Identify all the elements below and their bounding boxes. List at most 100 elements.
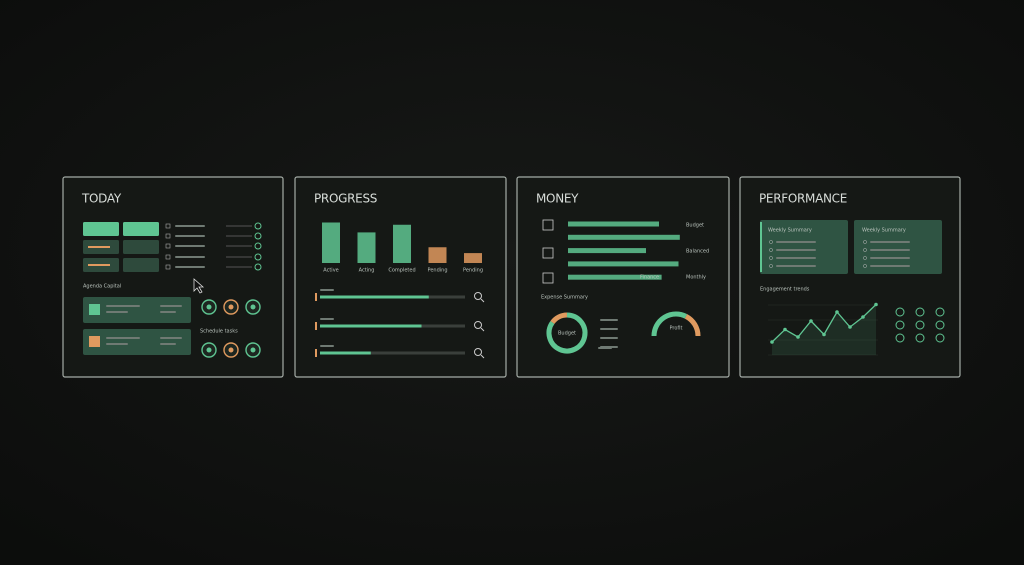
- text-line: [600, 337, 618, 339]
- trend-point: [783, 327, 787, 332]
- search-handle: [480, 354, 485, 359]
- task-button[interactable]: [123, 258, 159, 272]
- bar: [428, 247, 447, 263]
- task-button[interactable]: [123, 222, 159, 236]
- check[interactable]: [254, 253, 262, 261]
- checkbox: [165, 264, 171, 270]
- money-bar: [568, 261, 679, 267]
- bar-label: Completed: [388, 268, 415, 274]
- money-bar: [568, 248, 646, 254]
- search-icon[interactable]: [474, 321, 482, 329]
- cursor: [193, 278, 205, 294]
- bullet: [863, 264, 867, 268]
- money-icon: [542, 219, 554, 231]
- gauge-fill: [546, 312, 588, 354]
- check[interactable]: [254, 222, 262, 230]
- track: [320, 351, 465, 355]
- track-marker: [315, 349, 317, 357]
- section-label: Expense Summary: [541, 295, 588, 301]
- text-line: [870, 241, 910, 243]
- text-line: [320, 289, 334, 291]
- icon-button[interactable]: [935, 320, 945, 330]
- bar: [322, 222, 340, 263]
- icon-button[interactable]: [935, 333, 945, 343]
- icon-button[interactable]: [935, 307, 945, 317]
- checkbox: [165, 243, 171, 249]
- panel-title: PERFORMANCE: [759, 192, 847, 206]
- trend-point: [770, 340, 774, 344]
- bar: [393, 224, 411, 263]
- icon-button[interactable]: [915, 320, 925, 330]
- bar-label: Pending: [428, 268, 448, 274]
- text-line: [776, 249, 816, 251]
- card-title: Weekly Summary: [862, 228, 906, 234]
- section-label: Agenda Capital: [83, 284, 121, 290]
- bullet: [863, 240, 867, 244]
- checkbox: [165, 223, 171, 229]
- icon-button[interactable]: [895, 333, 905, 343]
- summary-card[interactable]: [760, 220, 848, 274]
- card-icon: [89, 304, 100, 315]
- icon-dot: [228, 304, 234, 310]
- money-bar: [568, 274, 662, 280]
- bar-label: Active: [323, 268, 338, 274]
- text-line: [870, 265, 910, 267]
- text-line: [160, 343, 176, 345]
- check[interactable]: [254, 232, 262, 240]
- check[interactable]: [254, 263, 262, 271]
- progress-dot: [88, 264, 110, 266]
- search-icon[interactable]: [474, 292, 482, 300]
- money-bar: [568, 234, 680, 240]
- text-line: [776, 257, 816, 259]
- icon-button[interactable]: [895, 307, 905, 317]
- gauge-rest: [684, 314, 701, 337]
- icon-dot: [250, 347, 256, 353]
- icon-dot: [250, 304, 256, 310]
- text-line: [776, 265, 816, 267]
- card-accent: [760, 222, 762, 272]
- icon-dot: [228, 347, 234, 353]
- text-line: [776, 241, 816, 243]
- money-label: Budget: [686, 223, 704, 229]
- bullet: [863, 256, 867, 260]
- money-icon: [542, 247, 554, 259]
- text-line: [598, 347, 612, 349]
- text-line: [175, 266, 205, 268]
- card[interactable]: [83, 329, 191, 355]
- icon-button[interactable]: [915, 333, 925, 343]
- text-line: [870, 257, 910, 259]
- task-button[interactable]: [123, 240, 159, 254]
- track-fill: [320, 324, 422, 328]
- icon-button[interactable]: [895, 320, 905, 330]
- search-icon[interactable]: [474, 348, 482, 356]
- summary-card[interactable]: [854, 220, 942, 274]
- money-label: Balanced: [686, 249, 709, 255]
- text-line: [320, 345, 334, 347]
- task-button[interactable]: [83, 222, 119, 236]
- track-fill: [320, 295, 429, 299]
- trend-point: [848, 325, 852, 329]
- text-line: [106, 305, 140, 307]
- bullet: [769, 240, 773, 244]
- icon-dot: [206, 347, 212, 353]
- trend-point: [809, 319, 813, 323]
- bullet: [863, 248, 867, 252]
- icon-button[interactable]: [915, 307, 925, 317]
- text-line: [600, 328, 618, 330]
- text-line: [106, 343, 128, 345]
- panel-title: MONEY: [536, 192, 579, 206]
- card-icon: [89, 336, 100, 347]
- trend-point: [822, 332, 826, 337]
- check[interactable]: [254, 242, 262, 250]
- search-handle: [480, 327, 485, 332]
- trend-point: [861, 315, 865, 319]
- text-line: [600, 319, 618, 321]
- trend-point: [874, 302, 878, 307]
- money-label: Monthly: [686, 275, 706, 281]
- card[interactable]: [83, 297, 191, 323]
- bullet: [769, 264, 773, 268]
- text-line: [175, 225, 205, 227]
- track-fill: [320, 351, 371, 355]
